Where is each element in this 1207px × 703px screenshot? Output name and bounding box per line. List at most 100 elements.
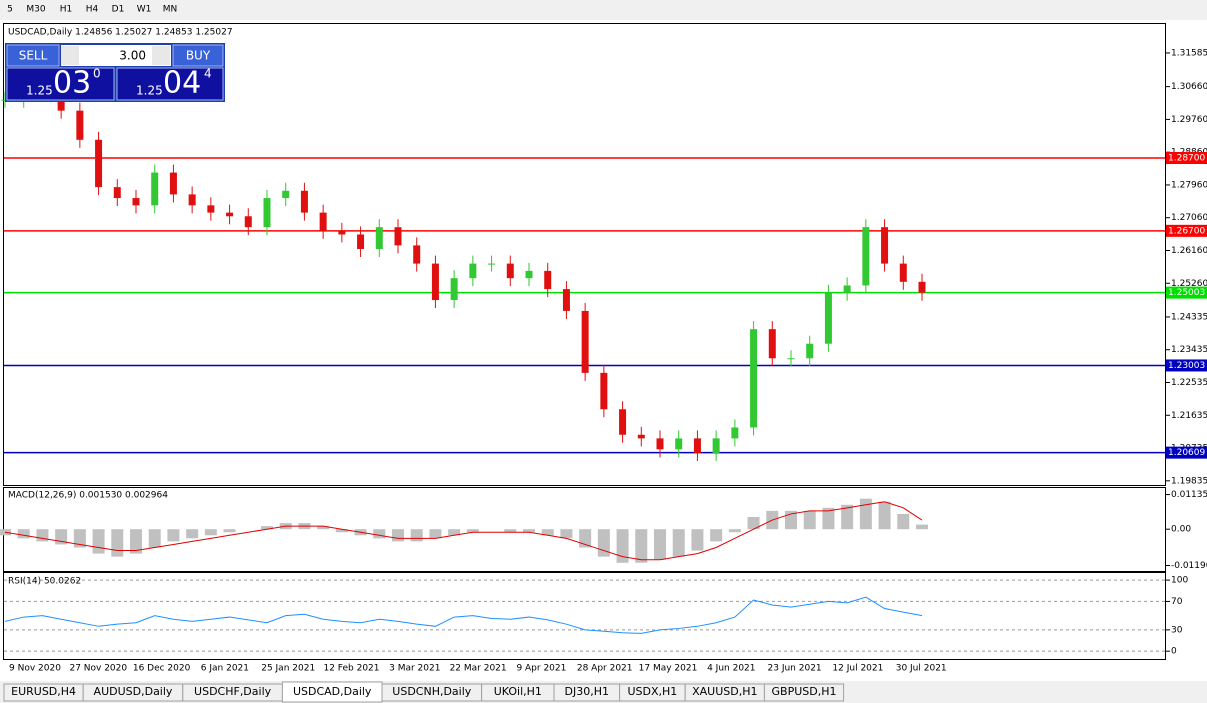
timeframe-button[interactable]: H4	[86, 5, 99, 15]
tab-label[interactable]: AUDUSD,Daily	[94, 685, 173, 698]
tab-label[interactable]: GBPUSD,H1	[772, 685, 837, 698]
macd-bar	[785, 510, 797, 530]
level-label-bg	[1166, 286, 1207, 299]
tab-label[interactable]: USDCAD,Daily	[293, 685, 372, 698]
macd-bar	[429, 529, 442, 539]
buy-button[interactable]	[172, 44, 224, 67]
timeframe-button[interactable]: MN	[163, 5, 178, 15]
candle	[282, 190, 290, 199]
sell-price-box[interactable]	[6, 67, 115, 101]
macd-bar	[654, 529, 666, 560]
candle	[693, 438, 701, 453]
tab-label[interactable]: EURUSD,H4	[11, 685, 76, 698]
candle	[562, 289, 570, 311]
candle	[169, 172, 177, 195]
date-label: 25 Jan 2021	[261, 664, 315, 674]
candle	[357, 234, 365, 250]
macd-bar	[672, 529, 685, 557]
candle	[263, 198, 271, 228]
date-label: 30 Jul 2021	[896, 664, 947, 674]
timeframe-button[interactable]: 5	[7, 5, 13, 15]
level-label: 1.20609	[1168, 448, 1205, 458]
date-label: 16 Dec 2020	[133, 664, 191, 674]
buy-price-box[interactable]	[116, 67, 224, 101]
tab[interactable]	[763, 683, 845, 702]
tab-label[interactable]: UKOil,H1	[494, 685, 542, 698]
candle	[525, 270, 533, 279]
buy-text[interactable]: BUY	[186, 49, 211, 63]
timeframe-button[interactable]: W1	[137, 5, 152, 15]
macd-bar	[635, 529, 648, 563]
rsi-line	[4, 596, 923, 634]
candle	[731, 427, 739, 439]
tab-label[interactable]: USDX,H1	[627, 685, 677, 698]
macd-bar	[803, 510, 816, 530]
price-axis-label: 1.30660	[1171, 82, 1207, 92]
macd-bar	[541, 529, 554, 536]
candle	[431, 263, 439, 301]
tab-label[interactable]: DJ30,H1	[565, 685, 609, 698]
price-axis-label: 1.31585	[1171, 48, 1207, 58]
candle	[843, 285, 851, 293]
candle	[768, 329, 776, 359]
macd-bar	[448, 529, 461, 536]
macd-bar	[878, 501, 891, 530]
lot-text[interactable]: 3.00	[119, 49, 146, 63]
buy-price-pips: 04	[163, 66, 201, 101]
candle	[581, 310, 589, 373]
level-label-bg	[1166, 224, 1207, 237]
date-label: 22 Mar 2021	[450, 664, 507, 674]
macd-bar	[392, 529, 404, 542]
macd-bar	[710, 529, 723, 542]
candle	[619, 409, 627, 435]
macd-bar	[73, 529, 86, 548]
macd-bar	[560, 529, 573, 539]
tab-label[interactable]: USDCNH,Daily	[392, 685, 472, 698]
candle	[918, 281, 926, 293]
price-axis-label: 1.21635	[1171, 411, 1207, 421]
date-label: 9 Nov 2020	[9, 664, 61, 674]
sell-button[interactable]	[6, 44, 60, 67]
macd-bar	[841, 504, 854, 530]
rsi-label: RSI(14) 50.0262	[8, 577, 81, 587]
timeframe-button[interactable]: M30	[26, 5, 45, 15]
chart-window	[0, 20, 1207, 681]
macd-bar	[317, 526, 330, 530]
date-label: 27 Nov 2020	[69, 664, 127, 674]
candle	[806, 343, 814, 359]
date-label: 12 Feb 2021	[323, 664, 379, 674]
sell-price-point: 0	[93, 67, 101, 81]
macd-bar	[916, 524, 928, 530]
candle	[151, 172, 159, 206]
price-axis-label: 1.26160	[1171, 246, 1207, 256]
candle	[712, 438, 720, 453]
date-label: 6 Jan 2021	[201, 664, 249, 674]
candle	[338, 230, 346, 235]
date-label: 12 Jul 2021	[832, 664, 883, 674]
candle	[787, 358, 795, 360]
macd-bar	[17, 529, 30, 539]
candle	[76, 110, 84, 140]
tab-label[interactable]: XAUUSD,H1	[692, 685, 757, 698]
lot-input[interactable]	[61, 45, 171, 66]
timeframe-button[interactable]: H1	[60, 5, 73, 15]
buy-price-big: 1.25	[136, 84, 163, 98]
price-axis-label: 0	[1171, 647, 1177, 657]
lot-up[interactable]	[152, 46, 170, 65]
macd-bar	[55, 529, 68, 545]
macd-bar	[523, 529, 535, 533]
price-axis-label: 0.00	[1171, 525, 1191, 535]
sell-price-pips: 03	[53, 66, 91, 101]
sell-text[interactable]: SELL	[19, 49, 48, 63]
tab-label[interactable]: USDCHF,Daily	[194, 685, 272, 698]
level-label: 1.23003	[1168, 361, 1205, 371]
lot-down[interactable]	[61, 46, 79, 65]
price-axis-label: 1.27060	[1171, 213, 1207, 223]
macd-bar	[822, 507, 835, 530]
main-panel	[3, 23, 1166, 486]
macd-bar	[597, 529, 610, 557]
timeframe-button[interactable]: D1	[112, 5, 125, 15]
candle	[375, 227, 383, 250]
candle	[600, 372, 608, 410]
date-label: 28 Apr 2021	[577, 664, 633, 674]
